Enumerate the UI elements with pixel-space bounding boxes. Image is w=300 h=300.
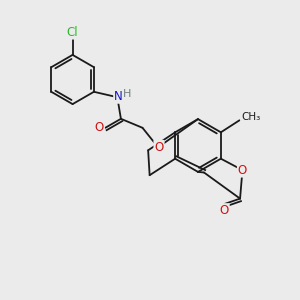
Text: O: O — [238, 164, 247, 177]
Text: O: O — [220, 204, 229, 217]
Text: Cl: Cl — [67, 26, 78, 39]
Text: H: H — [123, 88, 131, 99]
Text: N: N — [114, 90, 123, 103]
Text: O: O — [154, 141, 164, 154]
Text: CH₃: CH₃ — [241, 112, 260, 122]
Text: O: O — [95, 121, 104, 134]
